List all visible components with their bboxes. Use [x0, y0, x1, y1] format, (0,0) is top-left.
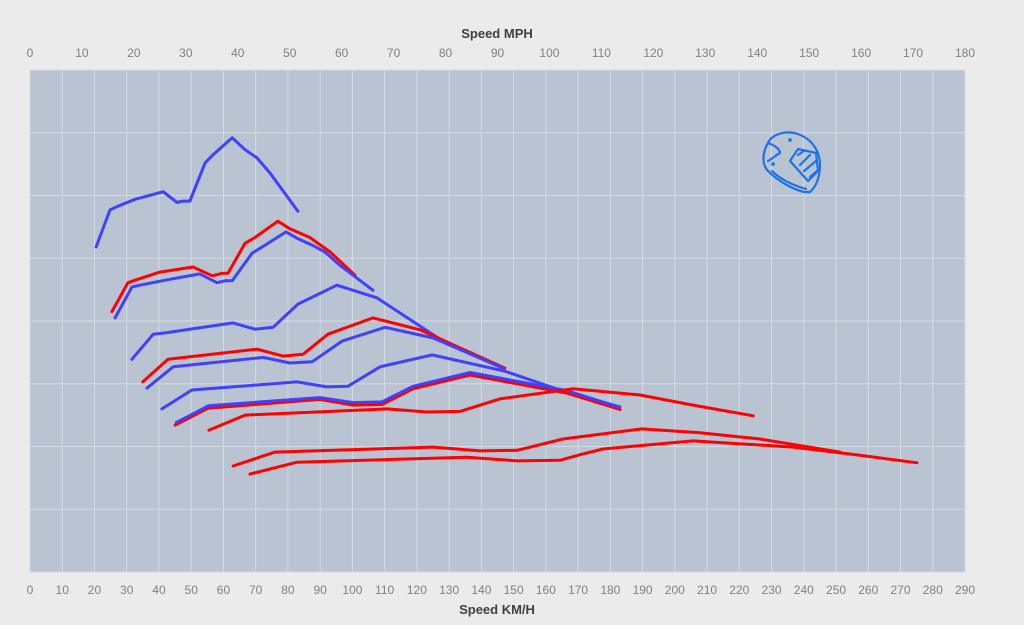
top-tick-label: 180 — [955, 46, 975, 60]
bottom-tick-label: 170 — [568, 583, 588, 597]
blue-series-line-1 — [94, 136, 300, 249]
blue-series-line-6 — [145, 325, 505, 390]
red-series-line-8 — [173, 373, 622, 427]
bottom-tick-label: 210 — [697, 583, 717, 597]
top-tick-label: 50 — [283, 46, 297, 60]
bottom-tick-label: 260 — [858, 583, 878, 597]
top-tick-label: 70 — [387, 46, 401, 60]
red-series-line-10 — [207, 387, 755, 432]
bottom-tick-label: 200 — [665, 583, 685, 597]
top-tick-label: 20 — [127, 46, 141, 60]
bottom-tick-label: 130 — [439, 583, 459, 597]
bottom-tick-label: 160 — [536, 583, 556, 597]
bottom-tick-label: 240 — [794, 583, 814, 597]
top-tick-label: 120 — [643, 46, 663, 60]
bottom-tick-label: 90 — [313, 583, 327, 597]
bottom-tick-label: 150 — [504, 583, 524, 597]
top-tick-label: 90 — [491, 46, 505, 60]
top-tick-label: 60 — [335, 46, 349, 60]
bottom-tick-label: 120 — [407, 583, 427, 597]
red-series-line-11 — [231, 427, 842, 468]
bottom-axis-ticks: 0 10 20 30 40 50 60 70 80 90 100 110 120 130 140 150 160… — [27, 583, 976, 597]
top-tick-label: 80 — [439, 46, 453, 60]
bottom-tick-label: 30 — [120, 583, 134, 597]
top-tick-label: 140 — [747, 46, 767, 60]
top-tick-label: 170 — [903, 46, 923, 60]
bottom-tick-label: 270 — [891, 583, 911, 597]
bottom-tick-label: 290 — [955, 583, 975, 597]
series-lines — [94, 136, 919, 476]
top-axis-ticks: 0 10 20 30 40 50 60 70 80 90 100 110 120 130 140 150 160… — [27, 46, 976, 60]
bottom-tick-label: 20 — [88, 583, 102, 597]
top-axis-title: Speed MPH — [461, 26, 533, 41]
bottom-tick-label: 230 — [762, 583, 782, 597]
bottom-tick-label: 40 — [152, 583, 166, 597]
top-tick-label: 130 — [695, 46, 715, 60]
bottom-tick-label: 0 — [27, 583, 34, 597]
red-series-line-12 — [248, 439, 919, 476]
bottom-tick-label: 60 — [217, 583, 231, 597]
bottom-tick-label: 220 — [729, 583, 749, 597]
motorcycle-helmet-icon — [762, 131, 822, 194]
bottom-axis-title: Speed KM/H — [459, 602, 535, 617]
bottom-tick-label: 110 — [375, 583, 394, 597]
gridlines — [29, 69, 966, 573]
bottom-tick-label: 180 — [600, 583, 620, 597]
blue-series-line-9 — [174, 371, 620, 425]
bottom-tick-label: 280 — [923, 583, 943, 597]
bottom-tick-label: 70 — [249, 583, 263, 597]
blue-series-line-7 — [160, 353, 622, 411]
blue-series-line-3 — [113, 230, 375, 320]
top-tick-label: 0 — [27, 46, 34, 60]
bottom-tick-label: 50 — [185, 583, 199, 597]
bottom-tick-label: 250 — [826, 583, 846, 597]
bottom-tick-label: 10 — [56, 583, 70, 597]
top-tick-label: 30 — [179, 46, 193, 60]
top-tick-label: 110 — [592, 46, 611, 60]
red-series-line-5 — [141, 316, 507, 384]
bottom-tick-label: 100 — [342, 583, 362, 597]
top-tick-label: 10 — [75, 46, 89, 60]
red-series-line-2 — [110, 219, 357, 314]
blue-series-line-4 — [130, 283, 505, 370]
bottom-tick-label: 140 — [471, 583, 491, 597]
bottom-tick-label: 190 — [633, 583, 653, 597]
top-tick-label: 40 — [231, 46, 245, 60]
top-tick-label: 160 — [851, 46, 871, 60]
top-tick-label: 100 — [539, 46, 559, 60]
top-tick-label: 150 — [799, 46, 819, 60]
bottom-tick-label: 80 — [281, 583, 295, 597]
